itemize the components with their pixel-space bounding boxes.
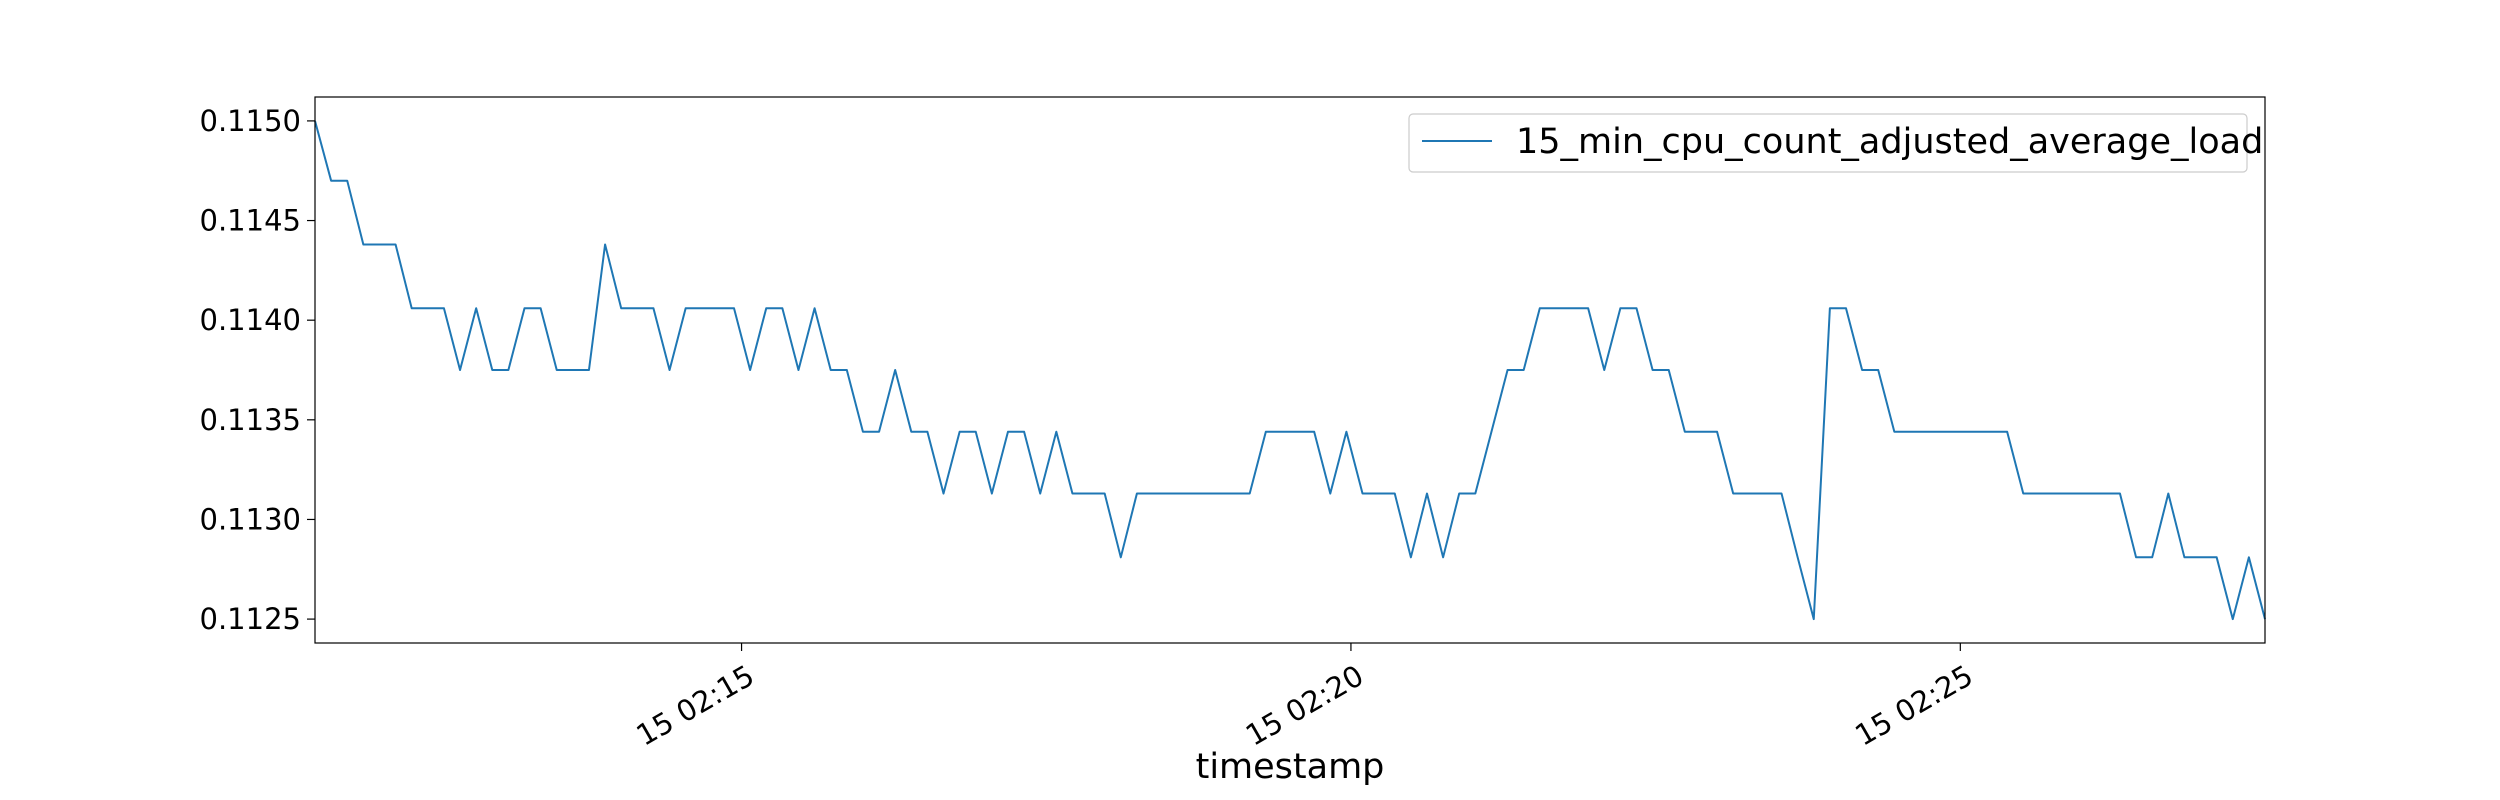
data-layer	[314, 120, 2266, 621]
y-axis: 0.1125 0.1130 0.1135 0.1140 0.1145 0.1150	[200, 104, 315, 636]
x-axis: 15 02:15 15 02:20 15 02:25	[631, 643, 1979, 753]
x-tick-label: 15 02:15	[631, 658, 760, 752]
y-tick-label: 0.1145	[200, 204, 301, 238]
legend-box	[1408, 113, 2248, 173]
y-tick-label: 0.1125	[200, 602, 301, 636]
plot-frame	[314, 96, 2266, 644]
x-axis-label: timestamp	[1196, 747, 1385, 787]
legend: 15_min_cpu_count_adjusted_average_load	[1408, 113, 2263, 173]
series-line-0	[314, 120, 2266, 621]
legend-series-label: 15_min_cpu_count_adjusted_average_load	[1516, 122, 2263, 162]
y-tick-label: 0.1140	[200, 303, 301, 337]
y-tick-label: 0.1135	[200, 403, 301, 437]
x-tick-label: 15 02:25	[1849, 658, 1978, 752]
y-tick-label: 0.1150	[200, 104, 301, 138]
x-tick-label: 15 02:20	[1240, 658, 1369, 752]
y-tick-label: 0.1130	[200, 502, 301, 536]
